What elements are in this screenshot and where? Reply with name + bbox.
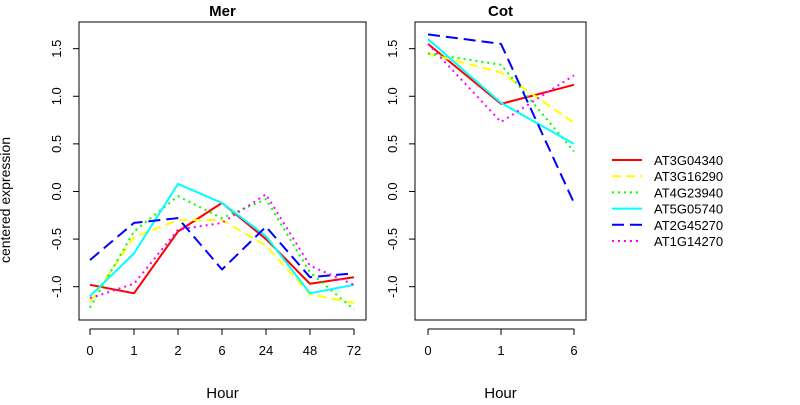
x-tick-label: 6: [570, 343, 577, 358]
series-line-at3g04340: [427, 43, 575, 105]
y-tick-label: 1.0: [385, 87, 400, 105]
series-line-at2g45270: [89, 217, 355, 279]
x-tick-label: 6: [218, 343, 225, 358]
y-tick-label: 1.5: [385, 40, 400, 58]
plot-frame: [78, 21, 367, 321]
series-line-at4g23940: [427, 52, 575, 153]
series-line-at2g45270: [427, 33, 575, 204]
x-tick-label: 1: [497, 343, 504, 358]
x-tick-label: 1: [130, 343, 137, 358]
x-tick-label: 0: [424, 343, 431, 358]
y-tick-label: -0.5: [49, 228, 64, 250]
x-axis-title: Hour: [484, 385, 517, 400]
y-tick-label: 1.5: [49, 40, 64, 58]
legend-entry: AT1G14270: [654, 234, 723, 249]
series-line-at3g16290: [89, 219, 355, 304]
y-tick-label: 0.5: [385, 135, 400, 153]
x-tick-label: 72: [347, 343, 361, 358]
legend-entry: AT5G05740: [654, 202, 723, 217]
legend-entry: AT4G23940: [654, 185, 723, 200]
y-tick-label: -0.5: [385, 228, 400, 250]
plot-frame: [414, 21, 587, 321]
x-axis-title: Hour: [206, 385, 239, 400]
panel-title: Mer: [209, 3, 236, 20]
y-tick-label: 0.0: [385, 182, 400, 200]
y-tick-label: 0.0: [49, 182, 64, 200]
series-line-at3g16290: [427, 52, 575, 124]
y-tick-label: -1.0: [385, 275, 400, 297]
series-line-at5g05740: [427, 38, 575, 145]
legend-entry: AT3G04340: [654, 153, 723, 168]
x-tick-label: 0: [86, 343, 93, 358]
y-tick-label: -1.0: [49, 275, 64, 297]
legend-entry: AT2G45270: [654, 218, 723, 233]
x-tick-label: 2: [174, 343, 181, 358]
series-line-at1g14270: [427, 43, 575, 123]
y-axis-title: centered expression: [0, 137, 13, 263]
y-tick-label: 1.0: [49, 87, 64, 105]
x-tick-label: 48: [303, 343, 317, 358]
legend-entry: AT3G16290: [654, 169, 723, 184]
x-tick-label: 24: [259, 343, 273, 358]
y-tick-label: 0.5: [49, 135, 64, 153]
panel-title: Cot: [488, 3, 513, 20]
series-line-at4g23940: [89, 195, 355, 311]
series-line-at5g05740: [89, 182, 355, 297]
series-line-at3g04340: [89, 201, 355, 295]
